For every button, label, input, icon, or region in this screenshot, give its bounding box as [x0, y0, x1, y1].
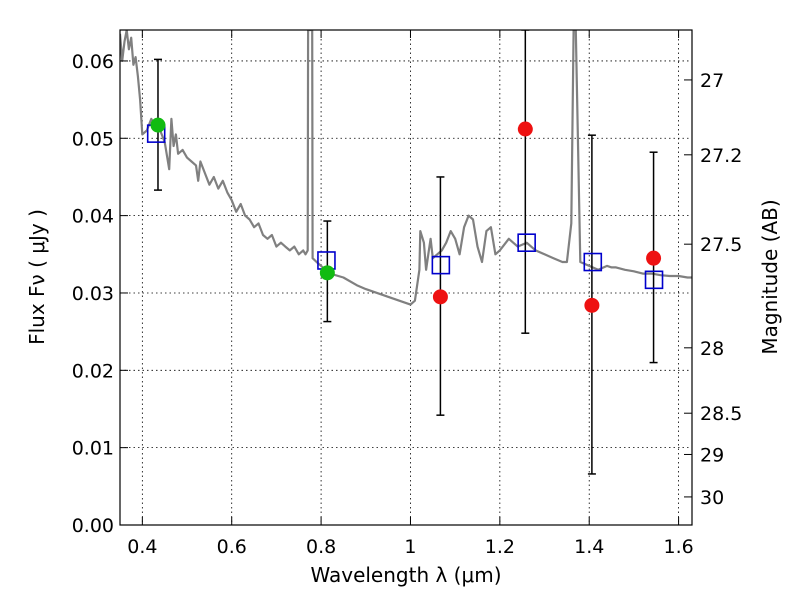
x-axis: 0.4 0.6 0.8 1 1.2 1.4 1.6 — [127, 30, 694, 558]
y-axis-right: 27 27.2 27.5 28 28.5 29 30 — [684, 70, 742, 509]
y-tick-label: 0.04 — [72, 206, 114, 228]
model-flux-square — [517, 233, 536, 252]
y-tick-label: 0.00 — [72, 515, 114, 537]
observed-flux-point — [646, 250, 662, 266]
right-tick-label: 29 — [700, 444, 724, 466]
right-tick-label: 28 — [700, 338, 724, 360]
right-tick-label: 27.2 — [700, 145, 742, 167]
y-tick-label: 0.03 — [72, 283, 114, 305]
observed-flux-point — [517, 121, 533, 137]
observed-flux-point — [150, 117, 166, 133]
y-axis-right-title: Magnitude (AB) — [758, 199, 782, 354]
model-flux-square — [431, 255, 451, 275]
right-tick-label: 30 — [700, 487, 724, 509]
x-tick-label: 0.4 — [127, 536, 157, 558]
right-tick-label: 28.5 — [700, 403, 742, 425]
x-tick-label: 1.4 — [574, 536, 604, 558]
x-tick-label: 1.6 — [663, 536, 693, 558]
observed-flux-point — [584, 297, 600, 313]
y-axis-title: Flux Fν ( μJy ) — [25, 209, 49, 345]
right-tick-label: 27 — [700, 70, 724, 92]
y-tick-label: 0.01 — [72, 438, 114, 460]
y-tick-label: 0.02 — [72, 360, 114, 382]
sed-model-line — [120, 30, 692, 306]
model-flux-square — [644, 270, 664, 290]
x-tick-label: 0.8 — [306, 536, 336, 558]
x-tick-label: 1.2 — [485, 536, 515, 558]
y-axis: 0.00 0.01 0.02 0.03 0.04 0.05 0.06 — [72, 51, 128, 537]
model-flux-square — [583, 252, 603, 272]
plot-area — [120, 30, 692, 475]
y-tick-label: 0.05 — [72, 128, 114, 150]
observed-flux-point — [319, 265, 335, 281]
x-axis-title: Wavelength λ (μm) — [310, 563, 501, 587]
x-tick-label: 0.6 — [217, 536, 247, 558]
x-tick-label: 1 — [404, 536, 416, 558]
right-tick-label: 27.5 — [700, 234, 742, 256]
plot-frame — [119, 29, 693, 526]
observed-flux-point — [432, 289, 448, 305]
y-tick-label: 0.06 — [72, 51, 114, 73]
grid — [120, 30, 692, 526]
